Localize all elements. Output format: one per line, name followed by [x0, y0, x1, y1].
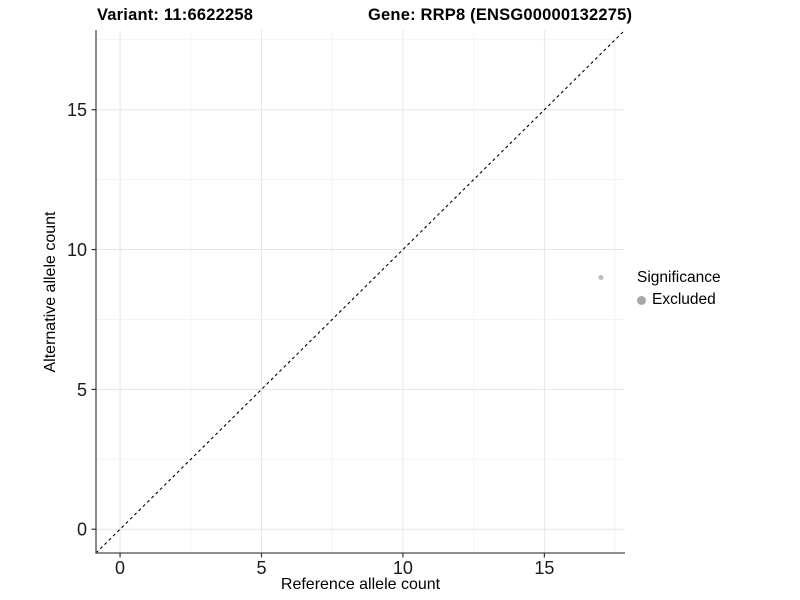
legend-point-icon	[637, 295, 646, 305]
x-tick-label: 5	[256, 558, 266, 578]
identity-dashed-line	[95, 29, 626, 554]
legend-item-label: Excluded	[652, 291, 716, 308]
data-point	[598, 275, 604, 281]
plot-title-gene: Gene: RRP8 (ENSG00000132275)	[368, 6, 633, 24]
y-tick-label: 10	[67, 240, 87, 260]
x-tick-label: 10	[393, 558, 413, 578]
y-tick-label: 0	[77, 520, 87, 540]
legend: Significance Excluded	[637, 269, 721, 309]
y-axis-label: Alternative allele count	[42, 211, 59, 373]
y-tick-label: 5	[77, 380, 87, 400]
plot-title-variant: Variant: 11:6622258	[97, 6, 254, 24]
legend-title: Significance	[637, 269, 721, 286]
x-tick-label: 0	[115, 558, 125, 578]
y-tick-label: 15	[67, 100, 87, 120]
x-axis-label: Reference allele count	[280, 576, 441, 593]
legend-item-excluded: Excluded	[637, 291, 721, 309]
x-tick-label: 15	[534, 558, 554, 578]
